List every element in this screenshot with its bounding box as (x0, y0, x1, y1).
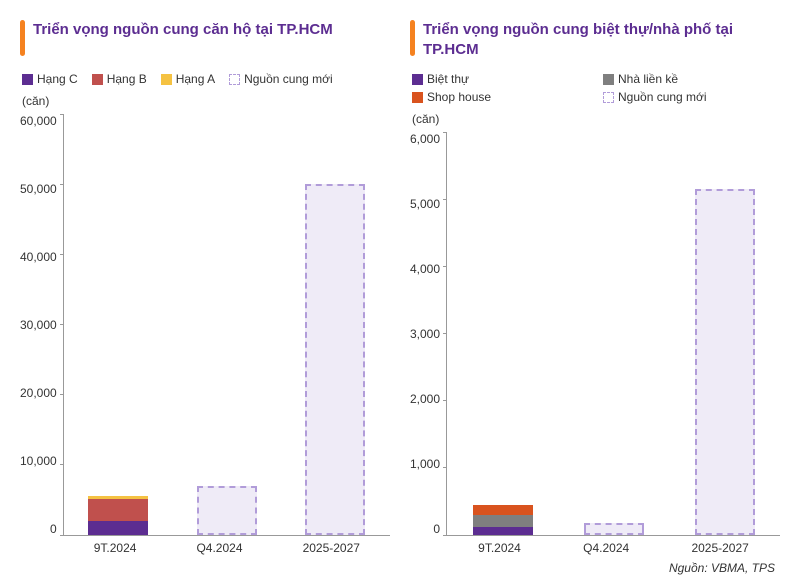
charts-container: Triển vọng nguồn cung căn hộ tại TP.HCM … (0, 0, 800, 561)
right-legend: Biệt thự Nhà liền kề Shop house Nguồn cung … (410, 72, 780, 104)
y-tick-mark (443, 266, 447, 267)
y-tick-label: 10,000 (20, 454, 57, 468)
x-tick-label: Q4.2024 (196, 541, 242, 555)
y-tick-mark (60, 394, 64, 395)
right-title-row: Triển vọng nguồn cung biệt thự/nhà phố t… (410, 20, 780, 60)
legend-label: Hạng B (107, 72, 147, 86)
y-tick-label: 6,000 (410, 132, 440, 146)
y-tick-label: 20,000 (20, 386, 57, 400)
x-tick-label: 2025-2027 (303, 541, 360, 555)
y-tick-label: 60,000 (20, 114, 57, 128)
y-tick-label: 2,000 (410, 392, 440, 406)
right-chart-panel: Triển vọng nguồn cung biệt thự/nhà phố t… (410, 20, 780, 556)
legend-item: Hạng A (161, 72, 215, 86)
legend-swatch-icon (92, 74, 103, 85)
y-tick-label: 50,000 (20, 182, 57, 196)
left-legend: Hạng C Hạng B Hạng A Nguồn cung mới (20, 72, 390, 86)
source-citation: Nguồn: VBMA, TPS (0, 561, 800, 587)
legend-item: Shop house (412, 90, 589, 104)
bar-group (473, 505, 533, 535)
x-tick-label: 9T.2024 (94, 541, 137, 555)
legend-label: Hạng C (37, 72, 78, 86)
bar-segment (473, 515, 533, 527)
legend-swatch-icon (412, 92, 423, 103)
x-tick-label: 2025-2027 (691, 541, 748, 555)
y-tick-mark (60, 114, 64, 115)
legend-label: Biệt thự (427, 72, 469, 86)
legend-item: Hạng C (22, 72, 78, 86)
legend-swatch-icon (603, 92, 614, 103)
left-plot-wrapper: 60,000 50,000 40,000 30,000 20,000 10,000 0 9T… (20, 114, 390, 556)
left-title-row: Triển vọng nguồn cung căn hộ tại TP.HCM (20, 20, 390, 60)
dashed-bar (584, 523, 644, 535)
y-tick-label: 0 (433, 522, 440, 536)
bar-segment (88, 521, 148, 535)
right-y-unit: (căn) (410, 112, 780, 126)
y-tick-label: 30,000 (20, 318, 57, 332)
bar-segment (473, 527, 533, 535)
legend-label: Shop house (427, 90, 491, 104)
left-y-axis: 60,000 50,000 40,000 30,000 20,000 10,000 0 (20, 114, 63, 556)
y-tick-mark (60, 324, 64, 325)
y-tick-mark (443, 132, 447, 133)
left-y-unit: (căn) (20, 94, 390, 108)
left-x-labels: 9T.2024 Q4.2024 2025-2027 (64, 541, 390, 555)
legend-label: Hạng A (176, 72, 215, 86)
left-plot-area: 9T.2024Q4.20242025-2027 (63, 114, 390, 536)
y-tick-mark (443, 333, 447, 334)
dashed-bar (695, 189, 755, 535)
y-tick-mark (443, 199, 447, 200)
legend-item: Biệt thự (412, 72, 589, 86)
right-y-axis: 6,000 5,000 4,000 3,000 2,000 1,000 0 (410, 132, 446, 556)
bar-segment (88, 499, 148, 521)
legend-label: Nguồn cung mới (244, 72, 333, 86)
y-tick-mark (60, 464, 64, 465)
y-tick-label: 3,000 (410, 327, 440, 341)
left-chart-title: Triển vọng nguồn cung căn hộ tại TP.HCM (33, 20, 333, 40)
legend-swatch-icon (22, 74, 33, 85)
y-tick-label: 0 (50, 522, 57, 536)
right-chart-title: Triển vọng nguồn cung biệt thự/nhà phố t… (423, 20, 780, 59)
y-tick-mark (60, 184, 64, 185)
x-tick-label: Q4.2024 (583, 541, 629, 555)
y-tick-mark (443, 467, 447, 468)
dashed-bar (197, 486, 257, 535)
y-tick-label: 5,000 (410, 197, 440, 211)
legend-swatch-icon (603, 74, 614, 85)
title-bar-icon (20, 20, 25, 56)
legend-swatch-icon (412, 74, 423, 85)
title-bar-icon (410, 20, 415, 56)
x-tick-label: 9T.2024 (478, 541, 521, 555)
y-tick-label: 1,000 (410, 457, 440, 471)
legend-item: Nguồn cung mới (229, 72, 333, 86)
legend-swatch-icon (229, 74, 240, 85)
y-tick-label: 40,000 (20, 250, 57, 264)
y-tick-label: 4,000 (410, 262, 440, 276)
legend-item: Nhà liền kề (603, 72, 780, 86)
y-tick-mark (443, 535, 447, 536)
legend-label: Nhà liền kề (618, 72, 678, 86)
right-x-labels: 9T.2024 Q4.2024 2025-2027 (447, 541, 780, 555)
legend-item: Nguồn cung mới (603, 90, 780, 104)
legend-swatch-icon (161, 74, 172, 85)
y-tick-mark (60, 535, 64, 536)
bar-group (88, 496, 148, 535)
right-plot-area: 9T.2024Q4.20242025-2027 (446, 132, 780, 536)
legend-item: Hạng B (92, 72, 147, 86)
legend-label: Nguồn cung mới (618, 90, 707, 104)
y-tick-mark (60, 254, 64, 255)
right-plot-wrapper: 6,000 5,000 4,000 3,000 2,000 1,000 0 9T.2024 Q… (410, 132, 780, 556)
bar-segment (473, 505, 533, 514)
y-tick-mark (443, 400, 447, 401)
left-chart-panel: Triển vọng nguồn cung căn hộ tại TP.HCM … (20, 20, 390, 556)
dashed-bar (305, 184, 365, 535)
